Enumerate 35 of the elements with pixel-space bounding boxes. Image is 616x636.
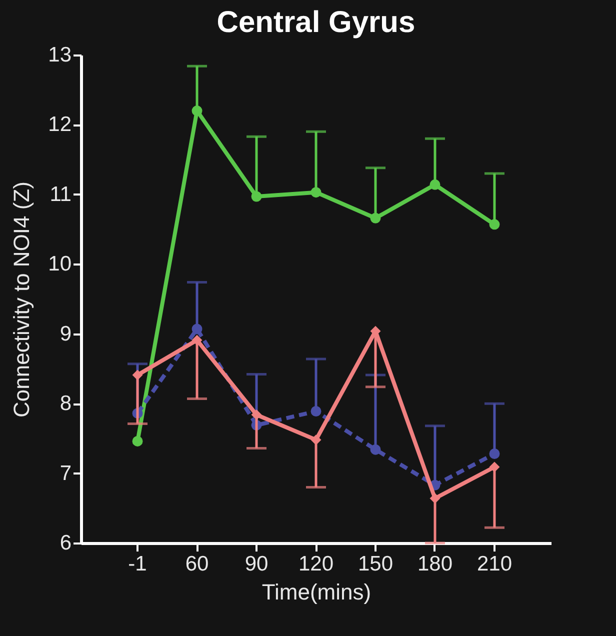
point	[251, 191, 262, 202]
point	[132, 436, 143, 446]
point	[370, 444, 381, 455]
point	[310, 434, 322, 446]
point	[310, 406, 322, 416]
x-tick-label: 120	[298, 552, 334, 576]
x-tick-label: 60	[185, 552, 209, 576]
point	[489, 462, 500, 472]
x-tick-label: 150	[358, 552, 394, 576]
y-tick-label: 6	[60, 532, 72, 554]
x-tick-label: 180	[417, 552, 453, 576]
point	[192, 106, 202, 116]
chart-title: Central Gyrus	[216, 6, 416, 39]
x-axis-title: Time(mins)	[262, 580, 372, 604]
point	[430, 179, 440, 190]
x-tick-label: -1	[128, 552, 147, 576]
y-tick-label: 8	[60, 392, 72, 416]
point	[489, 448, 500, 459]
y-tick-label: 9	[60, 322, 72, 346]
x-tick-label: 90	[244, 552, 268, 576]
y-tick-label: 11	[50, 182, 72, 206]
point	[192, 334, 202, 346]
y-tick-label: 13	[48, 44, 72, 66]
point	[310, 187, 322, 198]
y-tick-label: 7	[60, 462, 72, 485]
point	[251, 409, 262, 420]
point	[132, 370, 143, 380]
y-axis-title: Connectivity to NOI4 (Z)	[9, 182, 34, 418]
point	[370, 212, 381, 224]
point	[430, 493, 440, 504]
y-tick-label: 12	[48, 113, 72, 136]
point	[489, 219, 500, 230]
y-tick-label: 10	[48, 252, 72, 276]
point	[192, 324, 202, 334]
x-tick-label: 210	[476, 552, 512, 576]
